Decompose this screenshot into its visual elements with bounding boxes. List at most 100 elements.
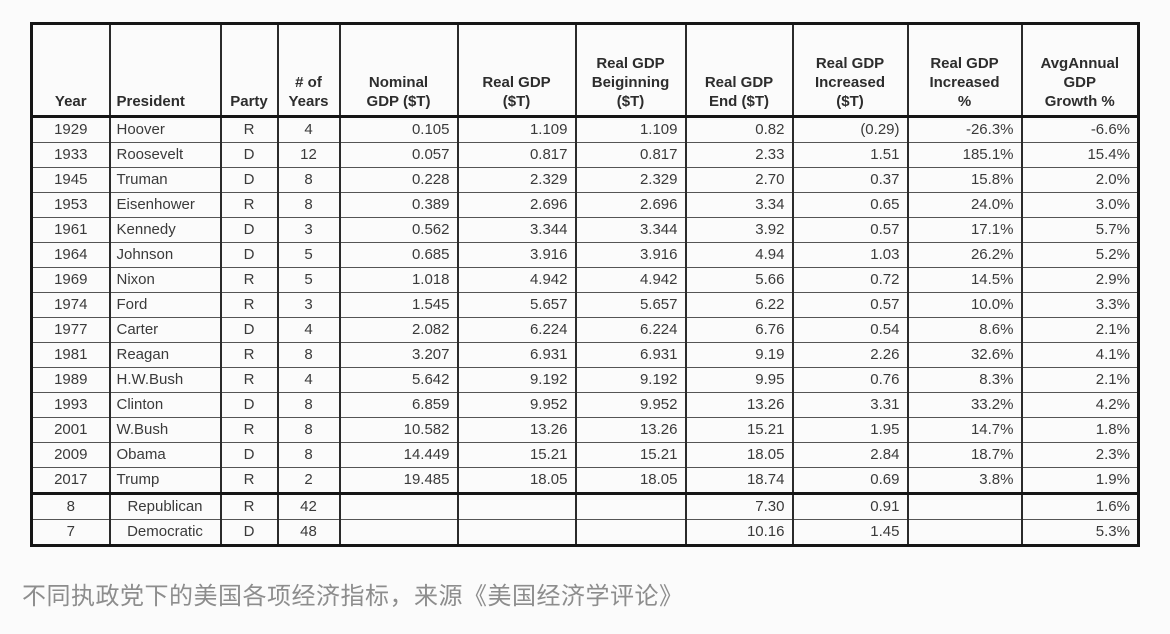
column-header-nominal-gdp: Nominal GDP ($T)	[338, 23, 459, 118]
cell-real-gdp-end: 5.66	[684, 267, 794, 293]
cell-real-gdp-end: 3.34	[684, 192, 794, 218]
cell-real-gdp: 6.931	[456, 342, 577, 368]
cell-president: Carter	[108, 317, 222, 343]
cell-num-years: 3	[276, 292, 341, 318]
cell-party: R	[219, 116, 279, 143]
cell-real-gdp-beginning	[574, 492, 687, 520]
cell-president: Ford	[108, 292, 222, 318]
cell-president: Republican	[108, 492, 222, 520]
cell-real-gdp-increased-pct	[906, 519, 1023, 546]
cell-nominal-gdp	[338, 519, 459, 546]
column-header-real-gdp: Real GDP ($T)	[456, 23, 577, 118]
cell-party: R	[219, 342, 279, 368]
cell-nominal-gdp: 0.389	[338, 192, 459, 218]
cell-real-gdp: 4.942	[456, 267, 577, 293]
cell-party: R	[219, 417, 279, 443]
table-row: 1989 H.W.Bush R 4 5.642 9.192 9.192 9.95 0.76 8.3…	[30, 367, 1140, 393]
cell-real-gdp-end: 18.74	[684, 467, 794, 494]
cell-president: Johnson	[108, 242, 222, 268]
cell-president: Reagan	[108, 342, 222, 368]
cell-year: 1929	[30, 116, 111, 143]
cell-real-gdp-end: 10.16	[684, 519, 794, 546]
cell-num-years: 8	[276, 342, 341, 368]
cell-avg-annual-gdp-growth-pct: 4.2%	[1020, 392, 1140, 418]
cell-president: H.W.Bush	[108, 367, 222, 393]
cell-president: Obama	[108, 442, 222, 468]
cell-real-gdp-increased-pct: 8.3%	[906, 367, 1023, 393]
cell-real-gdp: 15.21	[456, 442, 577, 468]
figure-caption: 不同执政党下的美国各项经济指标，来源《美国经济学评论》	[22, 583, 684, 610]
cell-real-gdp-beginning: 0.817	[574, 142, 687, 168]
cell-year: 1945	[30, 167, 111, 193]
table-row: 1993 Clinton D 8 6.859 9.952 9.952 13.26 3.31 33.…	[30, 392, 1140, 418]
column-header-president: President	[108, 23, 222, 118]
cell-real-gdp: 18.05	[456, 467, 577, 494]
cell-party: D	[219, 392, 279, 418]
summary-row: 7 Democratic D 48 10.16 1.45 5.3%	[30, 519, 1140, 546]
cell-real-gdp-beginning: 2.329	[574, 167, 687, 193]
cell-real-gdp: 1.109	[456, 116, 577, 143]
cell-real-gdp: 9.952	[456, 392, 577, 418]
cell-real-gdp-increased-pct	[906, 492, 1023, 520]
cell-nominal-gdp	[338, 492, 459, 520]
cell-avg-annual-gdp-growth-pct: 2.1%	[1020, 317, 1140, 343]
summary-row: 8 Republican R 42 7.30 0.91 1.6%	[30, 492, 1140, 520]
cell-num-years: 5	[276, 242, 341, 268]
cell-party: D	[219, 167, 279, 193]
table-body: 1929 Hoover R 4 0.105 1.109 1.109 0.82 (0.29) -26…	[30, 116, 1140, 546]
cell-nominal-gdp: 0.057	[338, 142, 459, 168]
cell-president: Eisenhower	[108, 192, 222, 218]
cell-president: Hoover	[108, 116, 222, 143]
cell-num-years: 4	[276, 367, 341, 393]
cell-party: R	[219, 192, 279, 218]
cell-avg-annual-gdp-growth-pct: 5.2%	[1020, 242, 1140, 268]
cell-year: 1969	[30, 267, 111, 293]
table-row: 2001 W.Bush R 8 10.582 13.26 13.26 15.21 1.95 14.…	[30, 417, 1140, 443]
cell-num-years: 8	[276, 417, 341, 443]
cell-real-gdp-increased: 0.57	[791, 217, 909, 243]
cell-year: 1953	[30, 192, 111, 218]
cell-year: 7	[30, 519, 111, 546]
cell-real-gdp-increased-pct: 185.1%	[906, 142, 1023, 168]
table-row: 2017 Trump R 2 19.485 18.05 18.05 18.74 0.69 3.8%…	[30, 467, 1140, 494]
cell-num-years: 4	[276, 116, 341, 143]
cell-real-gdp-increased: 0.91	[791, 492, 909, 520]
cell-avg-annual-gdp-growth-pct: 3.3%	[1020, 292, 1140, 318]
cell-real-gdp-beginning: 9.952	[574, 392, 687, 418]
presidents-gdp-table: Year President Party # of Years Nominal GDP …	[30, 22, 1140, 547]
cell-real-gdp-increased: 1.45	[791, 519, 909, 546]
cell-nominal-gdp: 0.105	[338, 116, 459, 143]
cell-party: R	[219, 367, 279, 393]
column-header-real-gdp-end: Real GDP End ($T)	[684, 23, 794, 118]
cell-real-gdp-end: 18.05	[684, 442, 794, 468]
column-header-real-gdp-increased-pct: Real GDP Increased %	[906, 23, 1023, 118]
cell-nominal-gdp: 1.545	[338, 292, 459, 318]
cell-real-gdp-beginning: 3.344	[574, 217, 687, 243]
cell-avg-annual-gdp-growth-pct: 5.3%	[1020, 519, 1140, 546]
cell-party: D	[219, 442, 279, 468]
cell-real-gdp-increased: 1.51	[791, 142, 909, 168]
cell-party: R	[219, 492, 279, 520]
cell-real-gdp-increased-pct: 32.6%	[906, 342, 1023, 368]
cell-real-gdp-end: 6.76	[684, 317, 794, 343]
cell-real-gdp-increased: 0.69	[791, 467, 909, 494]
cell-party: D	[219, 142, 279, 168]
cell-real-gdp-increased-pct: 33.2%	[906, 392, 1023, 418]
cell-num-years: 12	[276, 142, 341, 168]
cell-real-gdp-increased-pct: 17.1%	[906, 217, 1023, 243]
cell-real-gdp-end: 15.21	[684, 417, 794, 443]
cell-real-gdp-increased: (0.29)	[791, 116, 909, 143]
cell-avg-annual-gdp-growth-pct: 2.0%	[1020, 167, 1140, 193]
cell-real-gdp-beginning: 1.109	[574, 116, 687, 143]
cell-real-gdp: 5.657	[456, 292, 577, 318]
cell-real-gdp-increased: 2.84	[791, 442, 909, 468]
cell-year: 1993	[30, 392, 111, 418]
cell-real-gdp-increased-pct: 26.2%	[906, 242, 1023, 268]
cell-party: D	[219, 242, 279, 268]
cell-real-gdp: 3.916	[456, 242, 577, 268]
column-header-num-years: # of Years	[276, 23, 341, 118]
cell-year: 1961	[30, 217, 111, 243]
cell-real-gdp-end: 7.30	[684, 492, 794, 520]
cell-president: Clinton	[108, 392, 222, 418]
cell-real-gdp-end: 0.82	[684, 116, 794, 143]
